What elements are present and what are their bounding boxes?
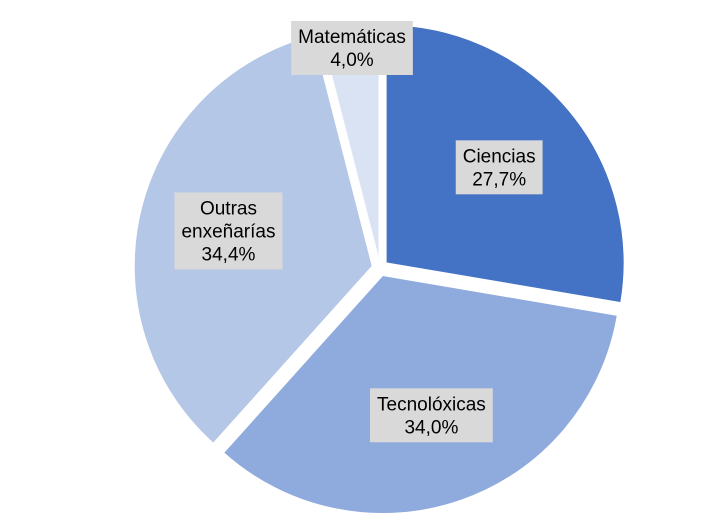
data-label-category: Matemáticas (298, 27, 406, 48)
data-label-category: Outras (200, 198, 257, 219)
data-label-value: 4,0% (330, 50, 373, 71)
data-label-category: enxeñarías (181, 221, 275, 242)
data-label-value: 34,4% (202, 244, 256, 265)
data-label-background (455, 140, 543, 195)
data-label-value: 27,7% (472, 169, 526, 190)
data-label-background (174, 192, 283, 270)
data-label-category: Ciencias (463, 146, 536, 167)
data-label-value: 34,0% (404, 417, 458, 438)
data-label-background (291, 21, 413, 75)
data-label-background (370, 388, 493, 443)
data-label-category: Tecnolóxicas (377, 394, 486, 415)
